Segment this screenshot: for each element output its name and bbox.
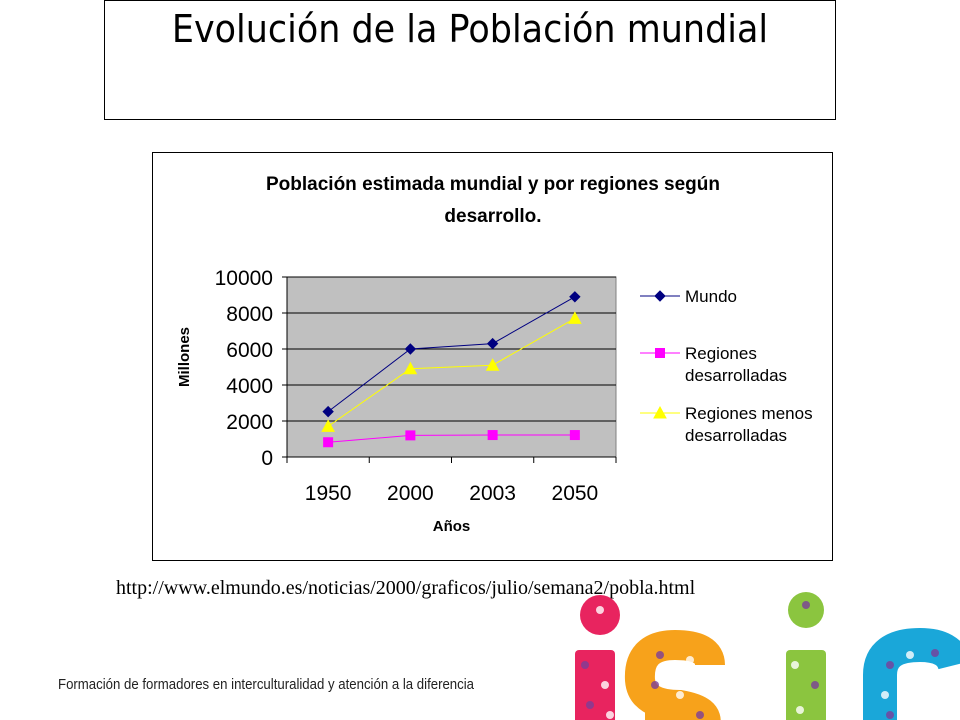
source-url[interactable]: http://www.elmundo.es/noticias/2000/graf… bbox=[116, 577, 696, 599]
logo-texture-dot bbox=[802, 601, 810, 609]
legend-marker-0 bbox=[654, 290, 666, 302]
title-box: Evolución de la Población mundial bbox=[104, 0, 836, 120]
footer-text: Formación de formadores en intercultural… bbox=[58, 676, 475, 693]
y-tick-label: 6000 bbox=[226, 339, 273, 362]
chart-title-line-1: desarrollo. bbox=[444, 206, 541, 227]
logo-texture-dot bbox=[886, 661, 894, 669]
logo-letter-r bbox=[863, 627, 960, 720]
logo-texture-dot bbox=[696, 711, 704, 719]
legend-marker-1 bbox=[655, 348, 665, 358]
x-tick-label: 1950 bbox=[305, 482, 352, 505]
data-point-s2-0 bbox=[321, 419, 335, 432]
legend-label-2: Regiones menos bbox=[685, 404, 813, 423]
series-line-0 bbox=[327, 296, 576, 413]
data-point-s1-2 bbox=[487, 430, 498, 441]
data-point-s1-1 bbox=[405, 430, 416, 441]
series-line-1 bbox=[328, 434, 575, 443]
chart-frame: Población estimada mundial y por regione… bbox=[152, 152, 833, 561]
legend-label-2: desarrolladas bbox=[685, 426, 787, 445]
slide-title: Evolución de la Población mundial bbox=[171, 7, 769, 51]
logo-texture-dot bbox=[676, 691, 684, 699]
logo-texture-dot bbox=[881, 691, 889, 699]
x-axis-label: Años bbox=[433, 518, 471, 535]
y-tick-label: 2000 bbox=[226, 411, 273, 434]
y-tick-label: 10000 bbox=[215, 267, 273, 290]
logo-texture-dot bbox=[651, 681, 659, 689]
logo-texture-dot bbox=[686, 656, 694, 664]
logo-texture-dot bbox=[596, 606, 604, 614]
logo-texture-dot bbox=[656, 651, 664, 659]
data-point-s0-1 bbox=[404, 343, 417, 355]
data-point-s1-3 bbox=[569, 430, 580, 441]
data-point-s1-0 bbox=[323, 437, 334, 448]
x-tick-label: 2050 bbox=[552, 482, 599, 505]
logo-letter-s bbox=[624, 629, 725, 720]
data-point-s0-2 bbox=[486, 337, 499, 350]
data-point-s2-1 bbox=[403, 361, 418, 375]
legend-label-1: desarrolladas bbox=[685, 366, 787, 385]
legend-label-1: Regiones bbox=[685, 344, 757, 363]
chart-title-line-0: Población estimada mundial y por regione… bbox=[266, 174, 720, 195]
logo-texture-dot bbox=[586, 701, 594, 709]
logo-texture-dot bbox=[931, 649, 939, 657]
logo-dot-i2 bbox=[788, 592, 824, 628]
logo-texture-dot bbox=[811, 681, 819, 689]
logo-texture-dot bbox=[601, 681, 609, 689]
y-tick-label: 4000 bbox=[226, 375, 273, 398]
line-chart: Población estimada mundial y por regione… bbox=[176, 174, 813, 535]
logo-texture-dot bbox=[581, 661, 589, 669]
data-point-s2-2 bbox=[485, 358, 500, 371]
logo-dot-i1 bbox=[580, 595, 620, 635]
y-tick-label: 0 bbox=[261, 447, 273, 470]
isir-logo bbox=[575, 592, 960, 720]
logo-texture-dot bbox=[886, 711, 894, 719]
data-point-s0-0 bbox=[322, 405, 334, 418]
logo-texture-dot bbox=[606, 711, 614, 719]
legend-label-0: Mundo bbox=[685, 287, 737, 306]
data-point-s2-3 bbox=[568, 311, 582, 324]
logo-texture-dot bbox=[906, 651, 914, 659]
y-axis-label: Millones bbox=[176, 327, 193, 387]
series-line-2 bbox=[327, 317, 576, 427]
logo-texture-dot bbox=[796, 706, 804, 714]
data-point-s0-3 bbox=[569, 291, 581, 303]
legend-marker-2 bbox=[653, 405, 667, 419]
x-tick-label: 2003 bbox=[469, 482, 516, 505]
logo-letter-i2 bbox=[786, 650, 826, 720]
logo-texture-dot bbox=[791, 661, 799, 669]
y-tick-label: 8000 bbox=[226, 303, 273, 326]
x-tick-label: 2000 bbox=[387, 482, 434, 505]
